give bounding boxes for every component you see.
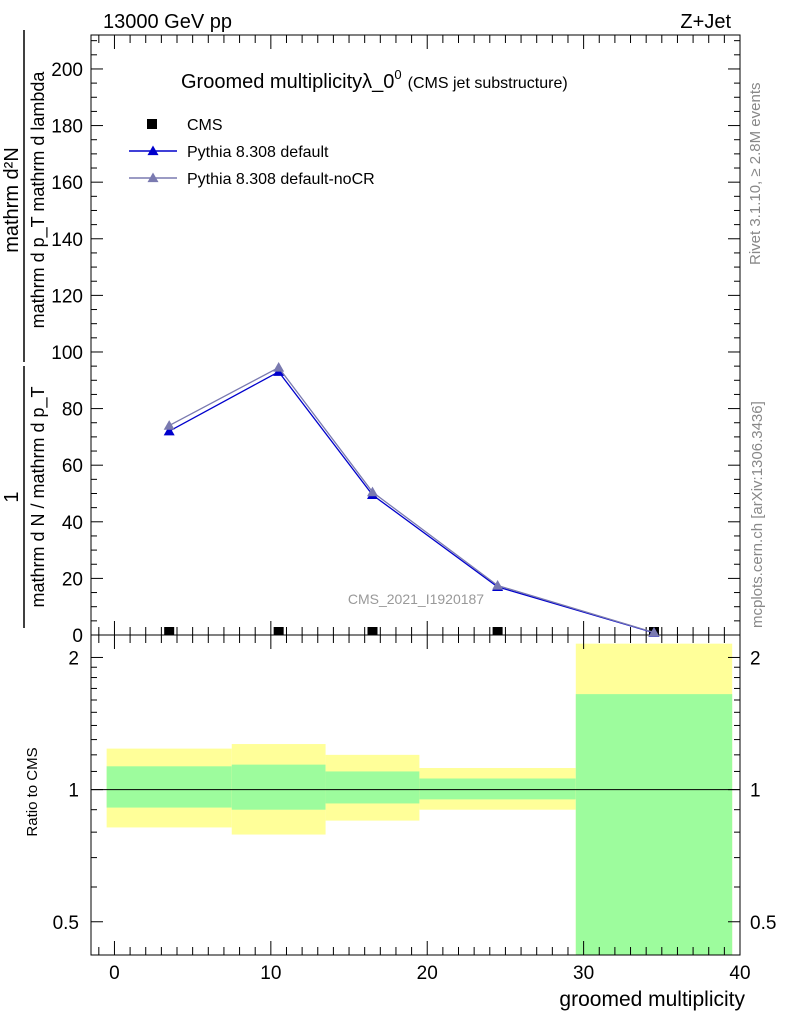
- y-tick-label: 80: [62, 400, 83, 421]
- ratio-stat-band-0: [106, 766, 232, 808]
- y-title-den: mathrm d p_T mathrm d lambda: [28, 71, 49, 329]
- data-point: [367, 627, 378, 635]
- legend-marker-1: [147, 145, 159, 156]
- ratio-tick-label-right: 1: [750, 781, 761, 802]
- ratio-y-title: Ratio to CMS: [24, 747, 41, 836]
- ratio-tick-label-left: 0.5: [53, 913, 79, 934]
- legend-label: Pythia 8.308 default: [187, 144, 329, 161]
- y-tick-label: 140: [51, 230, 83, 251]
- ratio-tick-label-right: 0.5: [750, 913, 776, 934]
- y-tick-label: 200: [51, 60, 83, 81]
- mcplots-label: mcplots.cern.ch [arXiv:1306.3436]: [749, 401, 766, 628]
- series-point-2: [366, 486, 378, 497]
- data-point: [164, 627, 175, 635]
- series-point-2: [492, 579, 504, 590]
- ratio-stat-band-4: [575, 694, 733, 955]
- x-tick-label: 10: [260, 963, 281, 984]
- series-point-2: [648, 626, 660, 637]
- y-title-prefix: 1: [1, 491, 23, 502]
- ratio-bands: [106, 643, 733, 955]
- plot-title-suffix: (CMS jet substructure): [408, 75, 568, 92]
- ratio-stat-band-1: [231, 764, 326, 810]
- ratio-frame: [90, 634, 741, 956]
- data-point: [273, 627, 284, 635]
- y-tick-label: 40: [62, 513, 83, 534]
- ratio-tick-label-right: 2: [750, 648, 761, 669]
- y-tick-label: 160: [51, 173, 83, 194]
- y-title-num: mathrm d²N: [1, 147, 23, 253]
- y-tick-label: 0: [72, 626, 83, 647]
- header-process: 13000 GeV pp: [103, 11, 232, 33]
- x-tick-label: 20: [417, 963, 438, 984]
- data-point: [492, 627, 503, 635]
- ratio-stat-band-2: [325, 771, 420, 804]
- x-tick-label: 30: [573, 963, 594, 984]
- analysis-watermark: CMS_2021_I1920187: [348, 591, 484, 607]
- y-title-prefix-den: mathrm d N / mathrm d p_T: [28, 386, 49, 607]
- series-point-2: [163, 420, 175, 430]
- ratio-tick-label-left: 1: [68, 781, 79, 802]
- legend-marker-cms: [147, 119, 157, 129]
- ratio-stat-band-3: [419, 778, 576, 800]
- rivet-label: Rivet 3.1.10, ≥ 2.8M events: [747, 83, 764, 266]
- series-point-2: [273, 362, 285, 372]
- y-axis-title: 1 mathrm d N / mathrm d p_T mathrm d²N m…: [1, 30, 49, 628]
- legend: CMS Pythia 8.308 default Pythia 8.308 defa…: [129, 117, 375, 188]
- y-tick-label: 180: [51, 117, 83, 138]
- header-channel: Z+Jet: [680, 11, 731, 33]
- y-tick-label: 60: [62, 456, 83, 477]
- ratio-tick-label-left: 2: [68, 648, 79, 669]
- series-point-1: [163, 425, 175, 436]
- plot-title: Groomed multiplicityλ_00 (CMS jet substru…: [181, 67, 568, 93]
- x-tick-label: 0: [109, 963, 120, 984]
- legend-label: Pythia 8.308 default-noCR: [187, 171, 375, 188]
- x-tick-label: 40: [729, 963, 750, 984]
- legend-label: CMS: [187, 117, 223, 134]
- legend-marker-2: [147, 172, 159, 183]
- plot-title-sup: 0: [394, 67, 401, 82]
- ratio-axes: 0.5 0.51 12 20 10 20 30 40: [53, 634, 776, 984]
- y-tick-label: 120: [51, 286, 83, 307]
- series-layer: [163, 362, 660, 637]
- x-axis-title: groomed multiplicity: [559, 988, 745, 1011]
- y-tick-label: 100: [51, 343, 83, 364]
- y-tick-label: 20: [62, 569, 83, 590]
- plot-title-main: Groomed multiplicityλ_0: [181, 71, 394, 93]
